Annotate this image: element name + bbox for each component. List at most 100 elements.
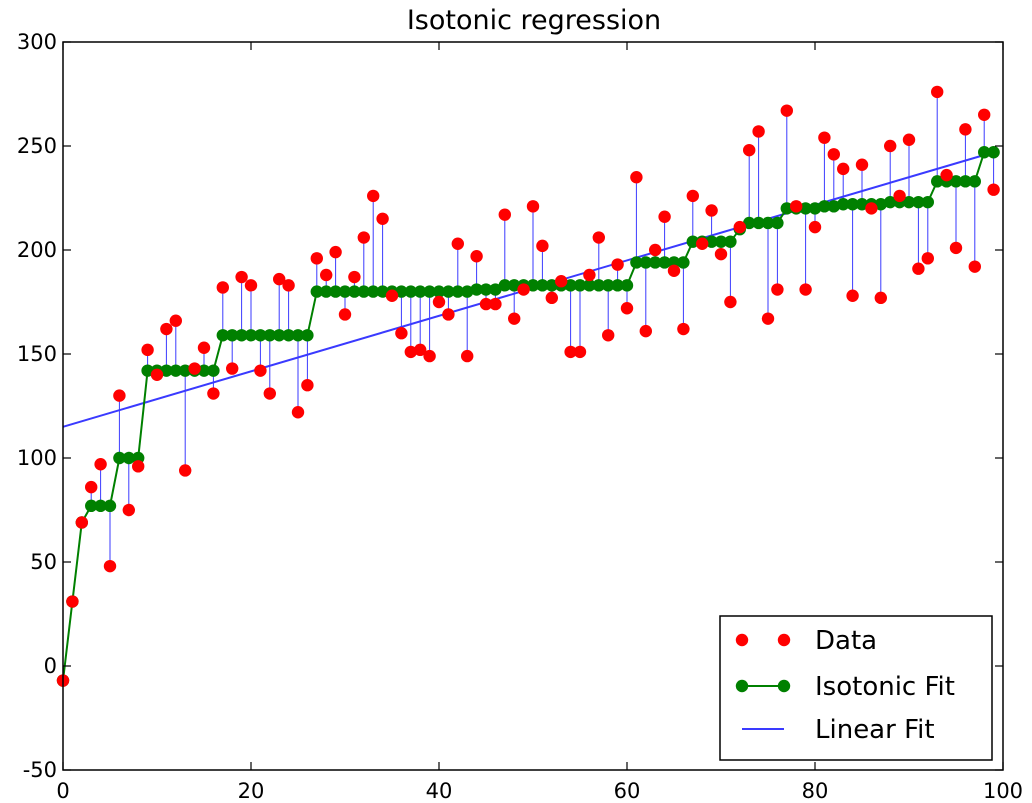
isotonic-fit-point [461, 285, 474, 298]
data-point [207, 387, 220, 400]
isotonic-fit-point [470, 283, 483, 296]
y-tick-label: 50 [30, 550, 57, 574]
legend-label-data: Data [815, 626, 877, 656]
isotonic-fit-point [978, 146, 991, 159]
isotonic-fit-point [677, 256, 690, 269]
x-tick-label: 100 [983, 779, 1023, 803]
y-tick-label: -50 [23, 758, 57, 782]
data-point [179, 464, 192, 477]
data-point [282, 279, 295, 292]
data-point [912, 262, 925, 275]
y-tick-label: 300 [17, 30, 57, 54]
legend-label-linear: Linear Fit [815, 715, 935, 745]
isotonic-fit-point [780, 202, 793, 215]
isotonic-fit-point [113, 451, 126, 465]
isotonic-fit-point [827, 200, 840, 213]
data-point [573, 345, 587, 359]
isotonic-fit-point [376, 285, 389, 298]
data-point [301, 379, 314, 392]
data-point [564, 345, 577, 359]
data-point [66, 595, 79, 608]
isotonic-fit-point [301, 329, 314, 342]
data-point [141, 343, 154, 357]
data-point [686, 189, 699, 203]
data-point [169, 314, 182, 327]
data-point [902, 133, 916, 146]
x-tick-label: 60 [614, 779, 641, 803]
data-point [780, 104, 793, 117]
isotonic-fit-point [564, 279, 577, 292]
isotonic-fit-point [338, 285, 352, 298]
isotonic-fit-point [310, 285, 323, 298]
isotonic-fit-point [536, 279, 549, 292]
legend-marker-data [777, 633, 791, 647]
data-point [921, 252, 934, 265]
data-point [461, 349, 474, 363]
isotonic-fit-point [949, 175, 963, 188]
isotonic-fit-point [442, 285, 455, 298]
data-point [874, 291, 887, 305]
isotonic-fit-point [855, 198, 869, 211]
data-point [968, 260, 981, 273]
chart-title: Isotonic regression [407, 5, 661, 36]
isotonic-fit-point [451, 285, 464, 298]
y-tick-label: 200 [17, 238, 57, 262]
data-point [244, 279, 258, 292]
data-point [592, 231, 605, 244]
isotonic-fit-point [395, 285, 408, 298]
isotonic-fit-point [714, 235, 728, 248]
data-point [630, 171, 643, 184]
data-point [132, 460, 145, 473]
data-point [959, 123, 972, 136]
data-point [724, 295, 737, 309]
data-point [536, 239, 549, 253]
isotonic-fit-point [959, 175, 972, 188]
isotonic-fit-point [912, 195, 925, 209]
data-point [855, 158, 869, 171]
data-point [865, 202, 878, 215]
isotonic-fit-point [207, 364, 220, 377]
data-point [291, 406, 305, 419]
data-point [414, 343, 427, 357]
data-point [85, 480, 98, 494]
isotonic-fit-point [686, 235, 699, 248]
legend-marker-data [735, 633, 749, 647]
isotonic-fit-point [630, 256, 643, 269]
data-point [884, 139, 897, 153]
data-point [545, 291, 558, 305]
data-point [395, 327, 408, 340]
data-point [479, 297, 493, 311]
isotonic-fit-point [235, 329, 248, 342]
isotonic-fit-point [846, 198, 859, 211]
data-point [639, 324, 652, 338]
isotonic-fit-point [837, 198, 850, 211]
isotonic-fit-point [489, 283, 502, 296]
isotonic-fit-point [329, 285, 342, 298]
isotonic-fit-point [122, 451, 135, 465]
isotonic-fit-point [611, 279, 624, 292]
data-point [122, 503, 135, 517]
data-point [583, 268, 596, 282]
isotonic-fit-point [545, 279, 558, 292]
y-tick-label: 250 [17, 134, 57, 158]
isotonic-fit-point [724, 235, 737, 248]
legend: Data Isotonic Fit Linear Fit [719, 615, 993, 761]
data-point [705, 204, 718, 217]
data-point [733, 220, 746, 234]
data-point [837, 162, 850, 176]
data-point [113, 389, 126, 402]
isotonic-fit-point [479, 283, 493, 296]
isotonic-fit-point [244, 329, 258, 342]
isotonic-fit-point [169, 364, 182, 377]
isotonic-fit-point [874, 198, 887, 211]
isotonic-fit-point [526, 279, 540, 292]
data-point [226, 362, 239, 375]
data-point [263, 387, 276, 400]
isotonic-fit-point [141, 364, 154, 377]
isotonic-fit-line [62, 151, 994, 681]
isotonic-fit-point [160, 364, 173, 377]
data-point [498, 208, 511, 221]
x-axis: 0 20 40 60 80 100 [56, 42, 1023, 803]
legend-box [719, 615, 993, 761]
